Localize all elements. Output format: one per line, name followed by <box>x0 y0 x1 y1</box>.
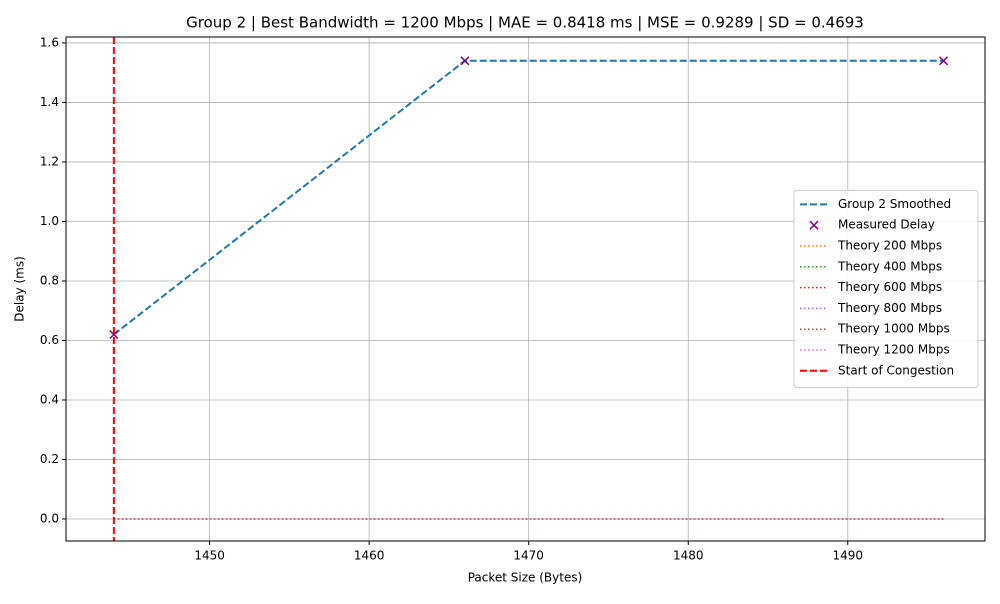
plot-frame <box>65 36 986 542</box>
y-tick-label: 0.4 <box>40 392 59 406</box>
legend-label: Measured Delay <box>838 218 935 232</box>
legend: Group 2 Smoothed Measured Delay Theory 200… <box>793 189 979 389</box>
marker <box>460 56 470 66</box>
legend-marker <box>809 220 819 230</box>
y-tick-label: 0.8 <box>40 273 59 287</box>
y-tick-label: 0.2 <box>40 452 59 466</box>
legend-label: Start of Congestion <box>838 363 954 377</box>
legend-label: Group 2 Smoothed <box>838 197 951 211</box>
x-tick-label: 1480 <box>673 549 704 563</box>
y-tick-label: 1.2 <box>40 154 59 168</box>
marker <box>109 329 119 340</box>
y-tick-label: 1.6 <box>40 35 59 49</box>
legend-label: Theory 800 Mbps <box>837 301 942 315</box>
x-tick-label: 1470 <box>513 549 544 563</box>
y-tick-label: 0.6 <box>40 333 59 347</box>
legend-label: Theory 1000 Mbps <box>837 322 950 336</box>
legend-label: Theory 400 Mbps <box>837 259 942 273</box>
x-tick-label: 1450 <box>194 549 225 563</box>
legend-label: Theory 600 Mbps <box>837 280 942 294</box>
data-point <box>460 56 470 66</box>
x-axis-label: Packet Size (Bytes) <box>468 571 583 585</box>
y-tick-label: 1.4 <box>40 95 59 109</box>
y-tick-label: 1.0 <box>40 214 59 228</box>
y-axis-label: Delay (ms) <box>13 256 27 322</box>
x-tick-label: 1460 <box>354 549 385 563</box>
legend-label: Theory 200 Mbps <box>837 239 942 253</box>
y-tick-label: 0.0 <box>40 511 59 525</box>
legend-label: Theory 1200 Mbps <box>837 343 950 357</box>
x-tick-label: 1490 <box>833 549 864 563</box>
marker <box>938 56 949 66</box>
legend-box <box>793 189 979 389</box>
data-point <box>938 56 949 66</box>
chart-title: Group 2 | Best Bandwidth = 1200 Mbps | M… <box>186 14 864 32</box>
data-point <box>109 329 119 340</box>
